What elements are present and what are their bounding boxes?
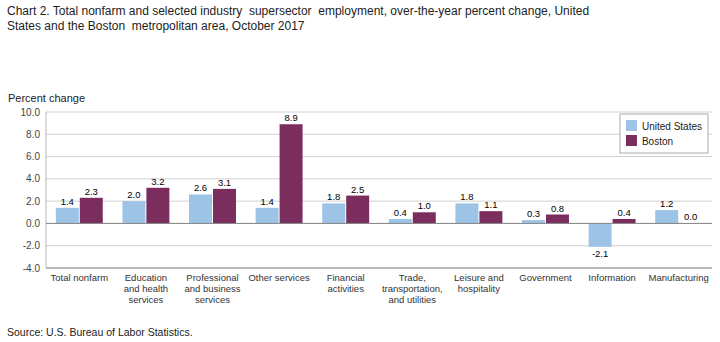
bar xyxy=(280,124,303,223)
y-tick-label: 8.0 xyxy=(26,129,40,140)
bar xyxy=(322,203,345,223)
data-label: 1.8 xyxy=(327,191,340,202)
y-tick-label: 2.0 xyxy=(26,196,40,207)
data-label: 3.1 xyxy=(218,177,231,188)
grid-line xyxy=(46,156,712,157)
chart: Chart 2. Total nonfarm and selected indu… xyxy=(0,0,720,342)
x-tick-label: Manufacturing xyxy=(649,272,709,283)
grid-line xyxy=(46,245,712,246)
y-tick-label: -4.0 xyxy=(23,263,41,274)
legend-box xyxy=(620,114,708,153)
bar xyxy=(189,194,212,223)
legend-label: United States xyxy=(642,121,702,132)
data-label: 1.1 xyxy=(484,199,497,210)
bars xyxy=(56,124,678,247)
x-tick-label: Total nonfarm xyxy=(51,272,109,283)
x-tick-label: Leisure andhospitality xyxy=(454,272,504,294)
data-label: 0.4 xyxy=(394,207,407,218)
data-label: 2.0 xyxy=(127,189,140,200)
grid-line xyxy=(46,134,712,135)
data-label: 0.3 xyxy=(527,208,540,219)
bar xyxy=(389,219,412,223)
legend: United States Boston xyxy=(620,114,708,153)
x-tick-label: Government xyxy=(519,272,572,283)
grid-line xyxy=(46,112,712,113)
grid-line xyxy=(46,201,712,202)
x-tick-label: Educationand healthservices xyxy=(124,272,168,305)
data-label: 0.0 xyxy=(684,211,697,222)
data-label: 1.2 xyxy=(660,198,673,209)
data-label: -2.1 xyxy=(592,248,608,259)
grid-line xyxy=(46,223,712,224)
data-label: 1.0 xyxy=(418,200,431,211)
bar xyxy=(613,219,636,223)
y-tick-label: -2.0 xyxy=(23,240,41,251)
bar xyxy=(146,188,169,224)
data-label: 2.5 xyxy=(351,184,364,195)
y-tick-label: 4.0 xyxy=(26,173,40,184)
x-tick-label: Financialactivities xyxy=(327,272,365,294)
annotation: Source: U.S. Bureau of Labor Statistics. xyxy=(7,326,193,338)
data-label: 8.9 xyxy=(284,112,297,123)
bar xyxy=(589,223,612,246)
y-axis-line xyxy=(46,112,47,268)
bar xyxy=(522,220,545,223)
data-label: 2.6 xyxy=(194,182,207,193)
bar xyxy=(455,203,478,223)
x-tick-label: Information xyxy=(588,272,636,283)
bar xyxy=(479,211,502,223)
bar xyxy=(413,212,436,223)
data-label: 2.3 xyxy=(85,186,98,197)
x-axis-line xyxy=(46,268,712,269)
y-axis-label: Percent change xyxy=(8,92,85,104)
x-tick-label: Professionaland businessservices xyxy=(185,272,241,305)
data-label: 1.8 xyxy=(460,191,473,202)
grid xyxy=(46,112,712,268)
data-label: 0.8 xyxy=(551,203,564,214)
data-label: 1.4 xyxy=(61,196,74,207)
bar xyxy=(122,201,145,223)
bar xyxy=(256,208,279,224)
bar xyxy=(213,189,236,224)
title: Chart 2. Total nonfarm and selected indu… xyxy=(7,4,589,33)
grid-line xyxy=(46,268,712,269)
bar xyxy=(655,210,678,223)
zero-line xyxy=(46,223,712,224)
bar xyxy=(346,196,369,224)
data-label: 1.4 xyxy=(261,196,274,207)
y-tick-label: 0.0 xyxy=(26,218,40,229)
bar xyxy=(56,208,79,224)
data-labels: 1.4 2.0 2.6 1.4 1.8 0.4 1.8 0.3 -2.1 1.2 2.3 3.2 3.1… xyxy=(61,112,698,259)
data-label: 3.2 xyxy=(151,176,164,187)
bar xyxy=(546,215,569,224)
legend-label: Boston xyxy=(642,136,673,147)
data-label: 0.4 xyxy=(617,207,630,218)
y-tick-label: 6.0 xyxy=(26,151,40,162)
bar xyxy=(80,198,103,224)
legend-swatch xyxy=(626,135,637,146)
y-tick-label: 10.0 xyxy=(21,107,41,118)
grid-line xyxy=(46,178,712,179)
x-tick-label: Other services xyxy=(248,272,309,283)
legend-swatch xyxy=(626,120,637,131)
x-tick-label: Trade,transportation,and utilities xyxy=(382,272,443,305)
